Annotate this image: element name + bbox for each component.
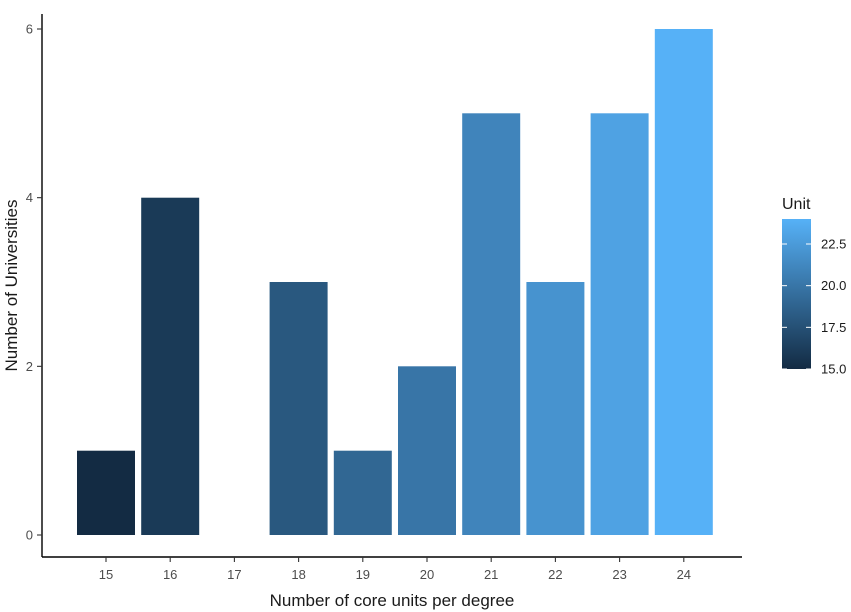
x-tick-label: 19	[356, 567, 370, 582]
legend-tick-label: 17.5	[821, 320, 846, 335]
x-axis-ticks: 15 16 17 18 19 20 21 22 23 24	[99, 557, 691, 582]
legend-tick-label: 20.0	[821, 278, 846, 293]
color-legend: Unit 15.0 17.5 20.0 22.5	[782, 196, 846, 377]
legend-tick-label: 22.5	[821, 237, 846, 252]
y-tick-label: 4	[26, 190, 33, 205]
legend-ticks: 15.0 17.5 20.0 22.5	[782, 237, 846, 377]
x-axis-title: Number of core units per degree	[270, 591, 515, 610]
bar-16	[141, 197, 200, 535]
legend-tick-label: 15.0	[821, 362, 846, 377]
legend-colorbar	[782, 219, 811, 369]
bars-group	[77, 29, 713, 536]
x-tick-label: 15	[99, 567, 113, 582]
x-tick-label: 20	[420, 567, 434, 582]
bar-24	[654, 29, 713, 535]
x-tick-label: 24	[677, 567, 691, 582]
x-tick-label: 23	[612, 567, 626, 582]
y-tick-label: 0	[26, 528, 33, 543]
bar-15	[77, 450, 135, 535]
y-axis-ticks: 0 2 4 6	[26, 22, 42, 543]
bar-19	[333, 450, 392, 535]
x-tick-label: 16	[163, 567, 177, 582]
y-tick-label: 2	[26, 359, 33, 374]
bar-22	[526, 282, 585, 535]
x-tick-label: 21	[484, 567, 498, 582]
bar-18	[269, 282, 328, 535]
x-tick-label: 17	[227, 567, 241, 582]
bar-21	[462, 113, 521, 536]
bar-20	[398, 366, 456, 535]
bar-23	[590, 113, 649, 536]
legend-title: Unit	[782, 196, 811, 213]
y-tick-label: 6	[26, 22, 33, 37]
x-tick-label: 22	[548, 567, 562, 582]
x-tick-label: 18	[291, 567, 305, 582]
y-axis-title: Number of Universities	[2, 200, 21, 372]
